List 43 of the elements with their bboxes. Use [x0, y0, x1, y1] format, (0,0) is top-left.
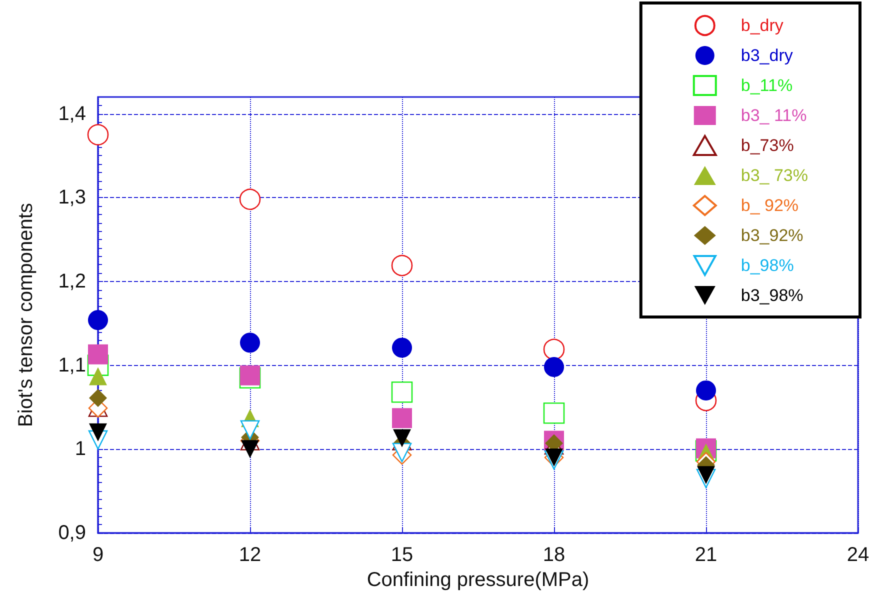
- x-axis-title: Confining pressure(MPa): [366, 568, 590, 591]
- point: [239, 188, 261, 210]
- x-tick-label: 15: [390, 544, 414, 566]
- point: [391, 254, 413, 276]
- x-tick-label: 9: [92, 544, 104, 566]
- legend-label: b3_ 11%: [740, 106, 807, 125]
- point: [89, 367, 107, 386]
- point: [392, 408, 412, 428]
- legend-label: b3_ 73%: [740, 166, 808, 185]
- legend-label: b_dry: [740, 16, 784, 35]
- legend-label: b_73%: [740, 136, 794, 155]
- point: [87, 124, 109, 146]
- x-tick-label: 21: [694, 544, 718, 566]
- point: [543, 338, 565, 360]
- point: [88, 310, 108, 330]
- legend-label: b3_98%: [740, 286, 804, 305]
- point: [697, 466, 715, 484]
- point: [544, 356, 564, 377]
- point: [88, 344, 108, 364]
- point: [543, 402, 565, 424]
- legend-label: b_ 92%: [740, 196, 799, 215]
- x-tick-label: 12: [238, 544, 262, 566]
- y-tick-label: 1,3: [58, 186, 86, 209]
- point: [89, 389, 107, 408]
- point: [696, 380, 716, 400]
- point: [240, 365, 260, 386]
- y-tick-label: 1,2: [58, 270, 86, 292]
- point: [392, 338, 412, 358]
- x-tick-label: 18: [542, 544, 566, 566]
- y-tick-label: 1,4: [58, 102, 86, 125]
- point: [89, 423, 107, 442]
- y-tick-label: 1,1: [58, 354, 86, 376]
- point: [393, 429, 411, 448]
- legend-label: b3_dry: [740, 46, 794, 65]
- y-axis-title: Biot's tensor components: [15, 203, 37, 427]
- legend-label: b_11%: [740, 76, 793, 95]
- x-tick-label: 24: [846, 544, 870, 566]
- point: [391, 381, 413, 403]
- legend-label: b_98%: [740, 256, 794, 275]
- point: [240, 332, 260, 353]
- y-tick-label: 0,9: [58, 522, 86, 544]
- y-tick-label: 1: [74, 438, 86, 460]
- legend-label: b3_92%: [740, 226, 804, 245]
